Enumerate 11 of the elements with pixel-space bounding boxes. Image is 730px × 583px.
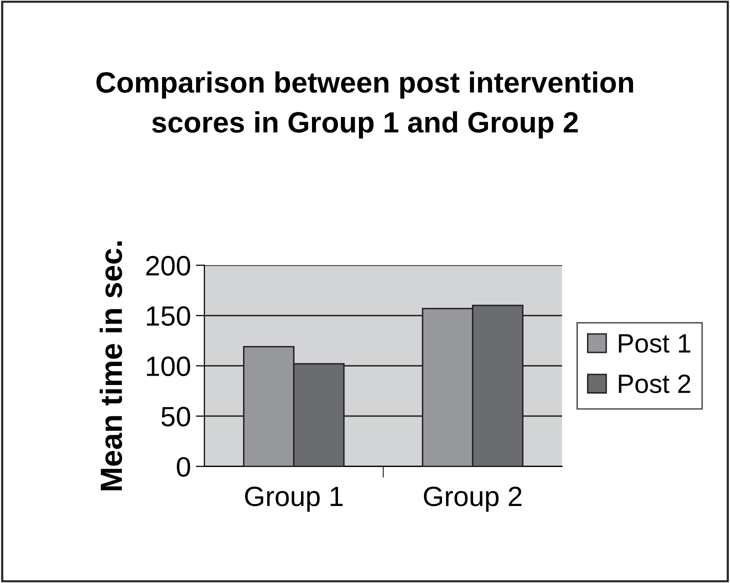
chart-title: Comparison between post intervention scores in Group 1 and Group 2 bbox=[96, 71, 634, 138]
y-tick-label: 200 bbox=[146, 256, 190, 276]
legend-label: Post 1 bbox=[618, 334, 690, 353]
x-tick-label: Group 2 bbox=[424, 486, 522, 512]
legend-label: Post 2 bbox=[618, 374, 690, 394]
x-tick-label: Group 1 bbox=[245, 486, 343, 512]
y-tick-label: 100 bbox=[146, 356, 190, 376]
y-tick-label: 0 bbox=[176, 457, 190, 477]
y-axis-title: Mean time in sec. bbox=[100, 241, 122, 490]
y-tick-label: 50 bbox=[161, 406, 190, 426]
y-tick-label: 150 bbox=[146, 306, 190, 326]
